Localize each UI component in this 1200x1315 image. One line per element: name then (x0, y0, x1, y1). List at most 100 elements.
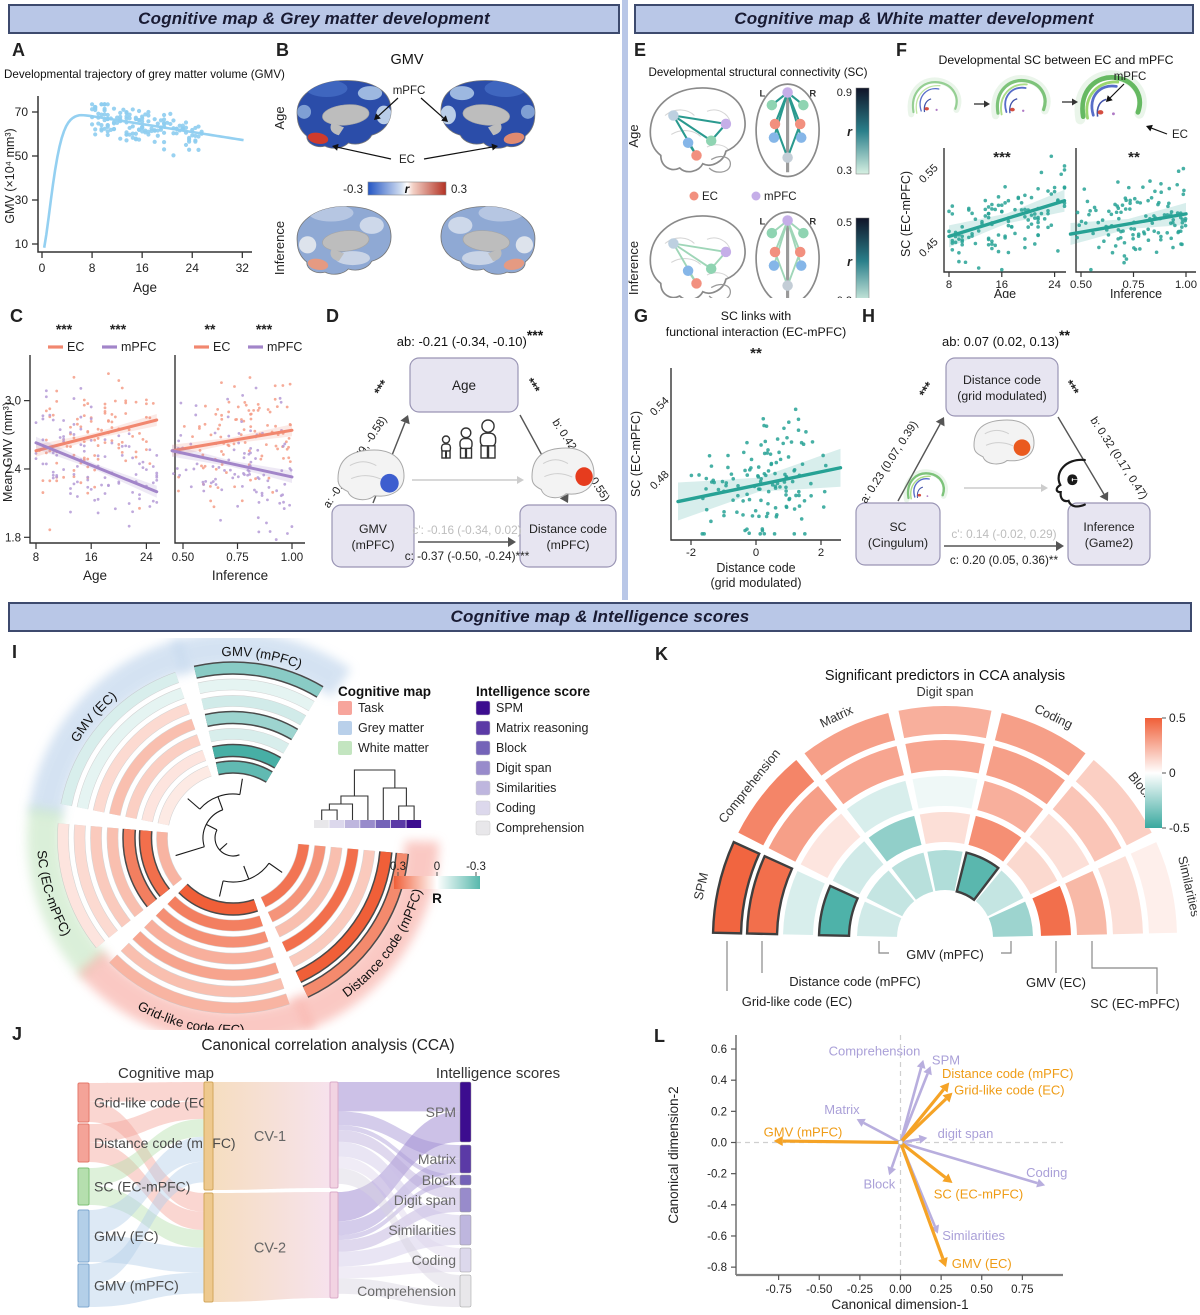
colorbar-b (367, 181, 447, 196)
brain-medial-view (296, 206, 392, 275)
svg-text:GMV (EC): GMV (EC) (94, 1228, 159, 1244)
ab-label: ab: 0.07 (0.02, 0.13)** (942, 327, 1071, 349)
sankey-pink-node-1 (329, 1191, 339, 1299)
svg-text:functional interaction (EC-mPF: functional interaction (EC-mPFC) (666, 325, 846, 339)
svg-text:Block: Block (496, 741, 527, 755)
svg-text:***: *** (110, 321, 127, 337)
svg-text:GMV (mPFC): GMV (mPFC) (764, 1124, 843, 1139)
svg-text:Age: Age (272, 106, 287, 129)
svg-text:0.50: 0.50 (971, 1284, 993, 1296)
svg-text:GMV (mPFC): GMV (mPFC) (906, 947, 983, 962)
column-divider (622, 0, 628, 600)
svg-text:c: -0.37 (-0.50, -0.24)***: c: -0.37 (-0.50, -0.24)*** (405, 549, 530, 563)
svg-text:L: L (654, 1026, 665, 1046)
svg-text:A: A (12, 40, 25, 60)
svg-text:Developmental SC between EC an: Developmental SC between EC and mPFC (938, 53, 1173, 67)
svg-text:SC (EC-mPFC): SC (EC-mPFC) (94, 1179, 190, 1195)
svg-text:2.4: 2.4 (5, 464, 22, 476)
sankey-pink-node-0 (329, 1081, 339, 1189)
svg-text:K: K (655, 644, 668, 664)
svg-text:-0.50: -0.50 (806, 1284, 832, 1296)
tract-icon (991, 75, 1051, 120)
svg-text:G: G (634, 306, 648, 326)
svg-text:0.50: 0.50 (1070, 279, 1092, 291)
svg-text:SPM: SPM (426, 1104, 456, 1120)
sankey-intel-node-3 (459, 1187, 472, 1213)
svg-text:50: 50 (15, 149, 29, 163)
svg-text:L: L (760, 217, 766, 228)
panel-f-sc-development: F Developmental SC between EC and mPFC mPF… (884, 36, 1200, 301)
svg-text:Significant predictors in CCA: Significant predictors in CCA analysis (825, 668, 1065, 684)
svg-text:Grey matter: Grey matter (358, 721, 424, 735)
svg-text:b: 0.32 (0.17, 0.47): b: 0.32 (0.17, 0.47) (1087, 415, 1149, 502)
svg-text:0.54: 0.54 (648, 395, 672, 419)
svg-text:Inference: Inference (212, 568, 268, 583)
svg-text:-0.2: -0.2 (707, 1169, 727, 1181)
svg-text:0: 0 (434, 861, 440, 873)
svg-text:16: 16 (135, 261, 149, 275)
svg-text:Matrix: Matrix (824, 1102, 860, 1117)
svg-text:Distance code (mPFC): Distance code (mPFC) (789, 974, 920, 989)
svg-text:Digit span: Digit span (496, 761, 552, 775)
ab-label: ab: -0.21 (-0.34, -0.10)*** (397, 327, 544, 349)
svg-text:-0.3: -0.3 (343, 184, 363, 196)
svg-text:16: 16 (85, 552, 98, 564)
svg-text:Distance code (mPFC): Distance code (mPFC) (942, 1066, 1073, 1081)
biplot-arrows: Comprehension SPM Matrix digit span Coding Bl… (764, 1043, 1074, 1271)
colorbar-e-0 (855, 87, 870, 175)
svg-text:Distance code: Distance code (963, 373, 1041, 387)
svg-text:SC: SC (889, 520, 906, 534)
svg-text:0.3: 0.3 (390, 861, 406, 873)
svg-text:Comprehension: Comprehension (357, 1283, 456, 1299)
svg-text:B: B (276, 40, 289, 60)
svg-text:c': -0.16 (-0.34, 0.02): c': -0.16 (-0.34, 0.02) (412, 523, 521, 537)
svg-text:***: *** (916, 378, 937, 400)
panel-e-structural-connectivity: E Developmental structural connectivity (… (626, 36, 884, 307)
svg-text:70: 70 (15, 105, 29, 119)
svg-text:CV-1: CV-1 (254, 1129, 286, 1145)
sankey-left-node-4 (77, 1263, 90, 1308)
svg-text:***: *** (371, 376, 392, 398)
person-icon (440, 435, 452, 459)
svg-text:0: 0 (1169, 766, 1176, 780)
svg-text:SPM: SPM (496, 701, 523, 715)
scatter-points-a (89, 102, 204, 158)
mediation-box (331, 504, 415, 568)
svg-text:0.75: 0.75 (1011, 1284, 1033, 1296)
svg-text:mPFC: mPFC (393, 85, 426, 97)
svg-text:1.8: 1.8 (5, 532, 21, 544)
svg-text:CV-2: CV-2 (254, 1241, 286, 1257)
svg-text:0.50: 0.50 (172, 552, 194, 564)
svg-text:0.45: 0.45 (917, 236, 941, 260)
svg-text:Comprehension: Comprehension (829, 1043, 921, 1058)
brain-icon (531, 447, 595, 499)
sankey-intel-node-1 (459, 1144, 472, 1174)
svg-text:Distance code: Distance code (716, 561, 795, 575)
svg-text:Inference: Inference (628, 241, 641, 295)
svg-text:0: 0 (39, 261, 46, 275)
svg-text:Digit span: Digit span (394, 1192, 456, 1208)
svg-text:0.55: 0.55 (917, 162, 941, 186)
svg-text:8: 8 (946, 279, 952, 291)
svg-text:SC (EC-mPFC): SC (EC-mPFC) (629, 411, 643, 497)
circos-sector-3 (109, 883, 290, 1014)
svg-text:1.00: 1.00 (281, 552, 303, 564)
axes-c-1: 0.50 0.75 1.00 (172, 355, 305, 564)
svg-text:Canonical dimension-2: Canonical dimension-2 (666, 1086, 681, 1223)
svg-text:***: *** (1061, 377, 1082, 399)
brain-icon (973, 419, 1035, 465)
svg-text:Intelligence score: Intelligence score (476, 684, 591, 699)
svg-text:Distance code: Distance code (529, 522, 607, 536)
svg-text:-0.3: -0.3 (466, 861, 486, 873)
svg-text:White matter: White matter (358, 741, 429, 755)
svg-text:R: R (809, 89, 816, 100)
person-icon (479, 419, 497, 459)
mediation-box (1067, 502, 1151, 566)
svg-text:24: 24 (186, 261, 200, 275)
sankey-left-node-3 (77, 1209, 90, 1263)
svg-text:24: 24 (140, 552, 153, 564)
svg-text:32: 32 (236, 261, 250, 275)
